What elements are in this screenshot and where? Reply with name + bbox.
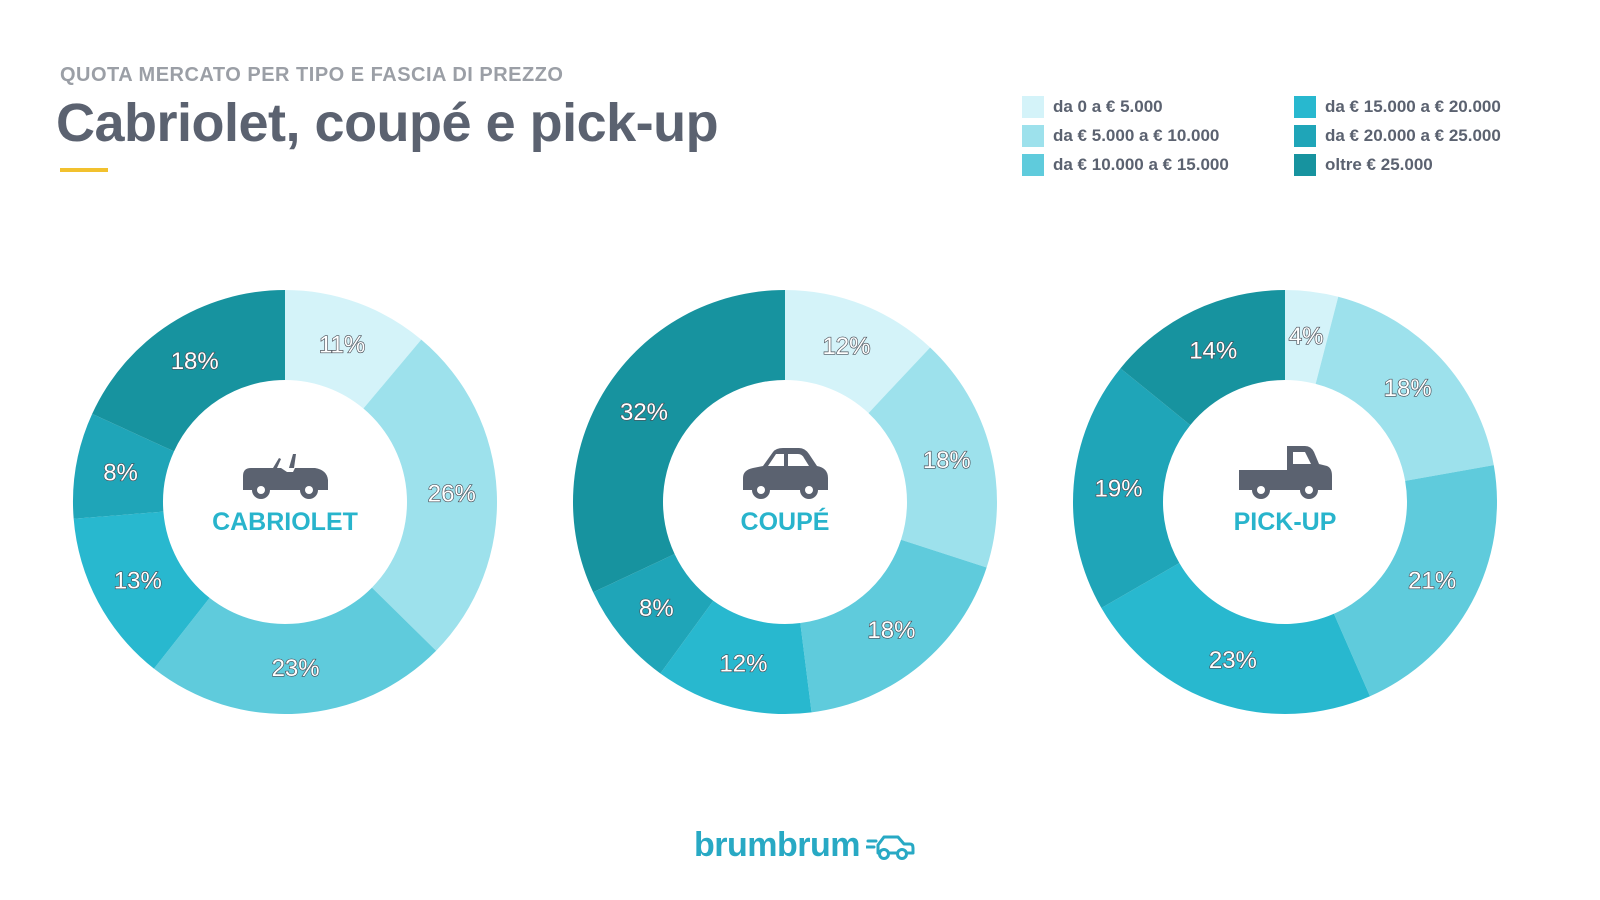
center-label-pick-up: PICK-UP [1234,508,1337,536]
legend-item-5: oltre € 25.000 [1294,150,1566,179]
slice-label-cabriolet-1: 26% [428,481,476,508]
slice-cabriolet-2 [153,587,437,715]
donut-cabriolet: 11% 26% 23% 13% 8% 18% CABRIOLET [73,290,497,715]
legend-item-2: da € 10.000 a € 15.000 [1022,150,1294,179]
legend-swatch-0 [1022,95,1044,118]
legend-label-1: da € 5.000 a € 10.000 [1053,125,1220,145]
slice-pick-up-4 [1073,368,1191,608]
brand-logo: brumbrum [694,826,916,865]
legend-swatch-1 [1022,124,1044,147]
slice-cabriolet-3 [73,511,210,669]
legend-item-4: da € 20.000 a € 25.000 [1294,121,1566,150]
slice-label-coupé-5: 32% [620,399,668,426]
slice-coupé-3 [660,600,812,714]
slice-label-coupé-0: 12% [822,333,870,360]
legend-label-5: oltre € 25.000 [1325,154,1433,174]
legend-label-0: da 0 a € 5.000 [1053,96,1163,116]
legend-item-0: da 0 a € 5.000 [1022,92,1294,121]
slice-pick-up-3 [1101,563,1370,714]
slice-coupé-0 [785,290,931,414]
slice-label-pick-up-2: 21% [1408,567,1456,594]
slice-coupé-5 [572,289,785,593]
slice-label-cabriolet-5: 18% [171,348,219,375]
slice-label-cabriolet-2: 23% [272,655,320,682]
legend-swatch-5 [1294,153,1316,176]
brand-name: brumbrum [694,826,861,864]
slice-label-cabriolet-0: 11% [319,332,365,359]
legend-swatch-4 [1294,124,1316,147]
slice-label-pick-up-3: 23% [1209,647,1257,674]
slice-label-pick-up-4: 19% [1095,475,1143,502]
legend-item-1: da € 5.000 a € 10.000 [1022,121,1294,150]
chart-subtitle: QUOTA MERCATO PER TIPO E FASCIA DI PREZZ… [60,64,564,86]
legend-swatch-2 [1022,153,1044,176]
legend: da 0 a € 5.000 da € 5.000 a € 10.000 da … [1022,92,1582,179]
slice-label-cabriolet-3: 13% [114,567,162,594]
slice-pick-up-1 [1315,296,1494,481]
slice-pick-up-0 [1285,290,1339,384]
slice-label-coupé-3: 12% [719,650,767,677]
convertible-car-icon [243,454,328,499]
donut-pick-up: 4% 18% 21% 23% 19% 14% PICK-UP [1073,290,1497,714]
slice-label-cabriolet-4: 8% [103,460,138,487]
center-label-coupé: COUPÉ [741,507,830,536]
slice-pick-up-2 [1333,465,1497,697]
title-underline [60,168,108,172]
donut-coupé: 12% 18% 18% 12% 8% 32% COUPÉ [572,289,997,714]
slice-coupé-4 [593,553,714,674]
slice-label-pick-up-1: 18% [1384,375,1432,402]
slice-cabriolet-0 [285,290,422,409]
coupe-car-icon [743,448,828,499]
slice-label-coupé-2: 18% [867,617,915,644]
slice-pick-up-5 [1120,290,1285,426]
slice-label-pick-up-0: 4% [1289,323,1324,350]
center-label-cabriolet: CABRIOLET [212,508,358,536]
legend-label-4: da € 20.000 a € 25.000 [1325,125,1501,145]
pickup-truck-icon [1239,446,1332,499]
slice-label-coupé-4: 8% [639,595,674,622]
slice-cabriolet-4 [73,413,175,519]
slice-label-coupé-1: 18% [923,447,971,474]
chart-title: Cabriolet, coupé e pick-up [56,93,719,153]
legend-item-3: da € 15.000 a € 20.000 [1294,92,1566,121]
legend-swatch-3 [1294,95,1316,118]
legend-label-3: da € 15.000 a € 20.000 [1325,96,1501,116]
slice-coupé-1 [868,347,997,568]
slice-label-pick-up-5: 14% [1189,338,1237,365]
legend-label-2: da € 10.000 a € 15.000 [1053,154,1229,174]
slice-coupé-2 [800,539,987,713]
car-logo-icon [866,835,915,860]
slice-cabriolet-5 [92,290,285,452]
slice-cabriolet-1 [363,339,497,651]
